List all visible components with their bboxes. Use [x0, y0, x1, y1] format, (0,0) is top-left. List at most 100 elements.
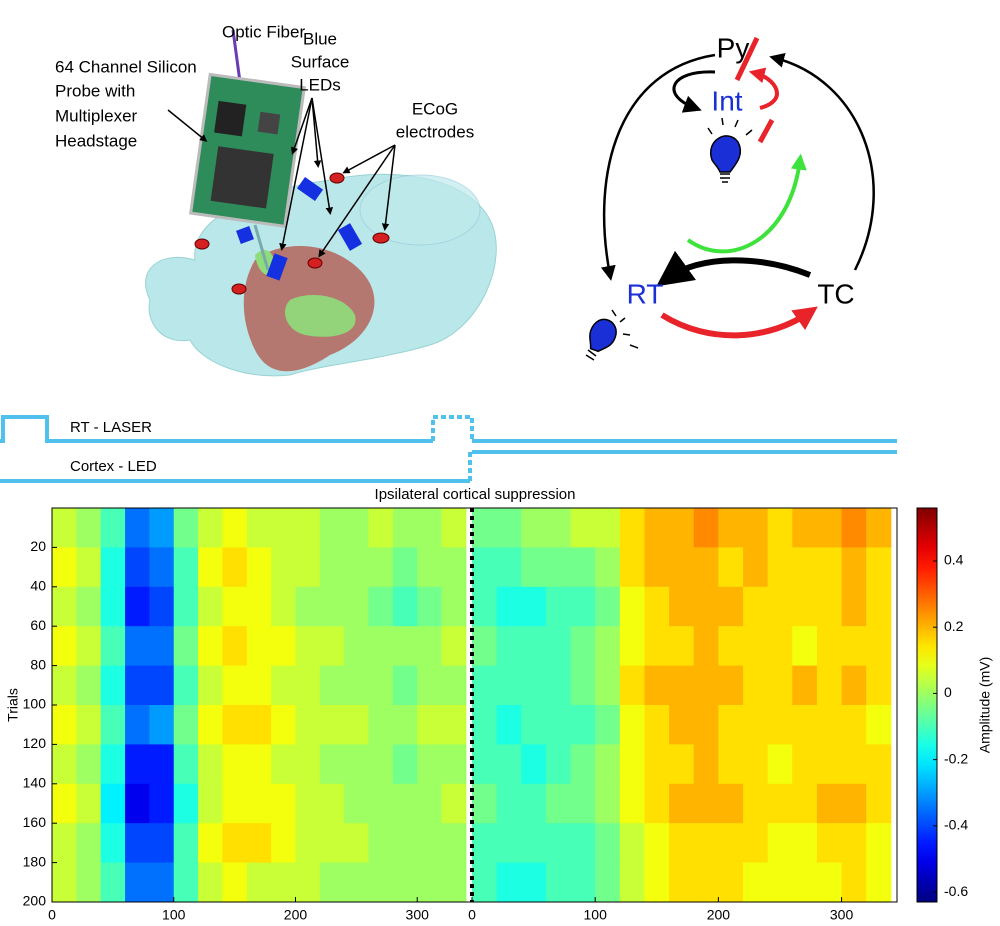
heatmap-cell: [595, 705, 621, 745]
heatmap-cell: [368, 626, 394, 667]
heatmap-cell: [496, 626, 522, 667]
heatmap-cell: [669, 547, 695, 588]
heatmap-cell: [198, 508, 223, 548]
heatmap-cell: [149, 508, 175, 548]
heatmap-cell: [368, 783, 394, 824]
x-tick-label: 100: [162, 907, 186, 923]
heatmap-cell: [816, 626, 843, 667]
heatmap-cell: [570, 586, 596, 627]
heatmap-cell: [417, 665, 443, 706]
node-label: RT: [627, 278, 664, 309]
heatmap-cell: [545, 744, 572, 785]
heatmap-cell: [841, 705, 867, 745]
heatmap-cell: [198, 547, 223, 588]
heatmap-cell: [693, 626, 719, 667]
heatmap-cell: [441, 626, 467, 667]
heatmap-cell: [693, 508, 719, 548]
heatmap-cell: [866, 783, 892, 824]
heatmap-cell: [417, 823, 443, 864]
heatmap-cell: [792, 744, 818, 785]
y-tick-label: 100: [23, 696, 47, 712]
heatmap-cell: [271, 665, 296, 706]
heatmap-cell: [669, 744, 695, 785]
y-tick-label: 160: [23, 814, 47, 830]
heatmap-cell: [619, 626, 645, 667]
heatmap-cell: [441, 705, 467, 745]
heatmap-cell: [866, 665, 892, 706]
heatmap-cell: [521, 823, 547, 864]
heatmap-cell: [319, 508, 345, 548]
heatmap-cell: [841, 508, 867, 548]
heatmap-cell: [866, 547, 892, 588]
heatmap-cell: [246, 823, 272, 864]
heatmap-cell: [693, 705, 719, 745]
heatmap-cell: [295, 783, 321, 824]
heatmap-cell: [246, 586, 272, 627]
heatmap-cell: [417, 626, 443, 667]
heatmap-cell: [441, 547, 467, 588]
heatmap-cell: [100, 547, 126, 588]
heatmap-cell: [718, 626, 744, 667]
heatmap-cell: [173, 547, 199, 588]
heatmap-cell: [816, 508, 843, 548]
heatmap-cell: [693, 823, 719, 864]
heatmap-cells: [52, 508, 892, 903]
colorbar-tick-label: 0: [944, 684, 952, 700]
heatmap-cell: [100, 783, 126, 824]
heatmap-cell: [866, 705, 892, 745]
heatmap-cell: [100, 626, 126, 667]
heatmap-cell: [496, 547, 522, 588]
bulb: [585, 309, 639, 361]
stimulus-traces: [0, 415, 897, 483]
heatmap-cell: [595, 823, 621, 864]
heatmap-cell: [222, 508, 248, 548]
heatmap-cell: [295, 744, 321, 785]
heatmap-cell: [392, 547, 418, 588]
heatmap-cell: [816, 862, 843, 903]
heatmap-cell: [222, 823, 248, 864]
heatmap-cell: [76, 705, 102, 745]
heatmap-cell: [743, 508, 769, 548]
heatmap-cell: [545, 508, 572, 548]
heatmap-cell: [570, 626, 596, 667]
heatmap-cell: [496, 586, 522, 627]
heatmap-cell: [100, 665, 126, 706]
heatmap-cell: [496, 744, 522, 785]
heatmap-cell: [368, 508, 394, 548]
heatmap-cell: [417, 744, 443, 785]
heatmap-cell: [595, 665, 621, 706]
heatmap-cell: [693, 547, 719, 588]
heatmap-cell: [295, 705, 321, 745]
y-tick-label: 60: [30, 617, 46, 633]
heatmap-cell: [344, 586, 370, 627]
heatmap-cell: [125, 783, 150, 824]
heatmap-cell: [743, 665, 769, 706]
heatmap-cell: [52, 586, 77, 627]
heatmap-cell: [693, 665, 719, 706]
heatmap-cell: [619, 547, 645, 588]
heatmap-cell: [319, 783, 345, 824]
heatmap-cell: [841, 823, 867, 864]
heatmap-cell: [100, 823, 126, 864]
heatmap-cell: [198, 586, 223, 627]
heatmap-cell: [767, 665, 793, 706]
heatmap-cell: [792, 665, 818, 706]
heatmap-cell: [198, 862, 223, 903]
chart-title: Ipsilateral cortical suppression: [375, 486, 576, 503]
heatmap-cell: [100, 744, 126, 785]
heatmap-cell: [52, 547, 77, 588]
y-axis-label: Trials: [5, 688, 21, 722]
heatmap-cell: [344, 665, 370, 706]
heatmap-cell: [246, 665, 272, 706]
led-label: Blue: [303, 29, 337, 48]
heatmap-cell: [521, 705, 547, 745]
heatmap-cell: [521, 744, 547, 785]
heatmap-cell: [619, 705, 645, 745]
heatmap-cell: [392, 823, 418, 864]
heatmap-cell: [595, 626, 621, 667]
heatmap-cell: [521, 783, 547, 824]
heatmap-cell: [246, 744, 272, 785]
heatmap-cell: [595, 547, 621, 588]
heatmap-cell: [271, 705, 296, 745]
heatmap-cell: [173, 665, 199, 706]
